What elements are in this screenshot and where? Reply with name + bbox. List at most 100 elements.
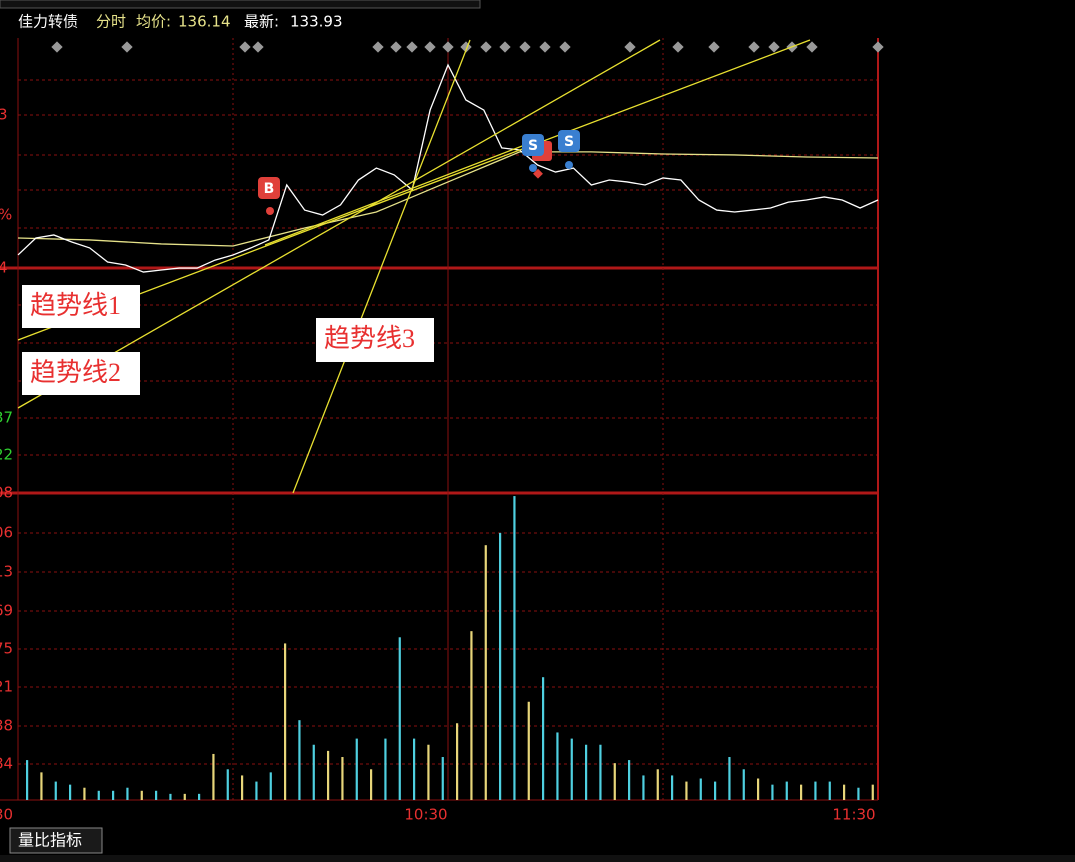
name: 佳力转债 xyxy=(18,13,78,31)
event-diamond xyxy=(539,41,551,53)
event-diamond xyxy=(806,41,818,53)
volume-bar xyxy=(413,738,416,800)
axis-label: 75 xyxy=(0,640,13,658)
volume-bar xyxy=(456,723,459,800)
volume-bar xyxy=(800,784,803,800)
axis-label: 21 xyxy=(0,678,13,696)
marker-label: S xyxy=(528,138,538,154)
average-line xyxy=(17,151,879,247)
volume-bar xyxy=(54,781,57,800)
event-diamond xyxy=(708,41,720,53)
volume-bar xyxy=(728,757,731,800)
volume-bar xyxy=(441,757,444,800)
volume-bar xyxy=(112,790,115,800)
mode: 分时 xyxy=(96,13,126,31)
event-diamond xyxy=(121,41,133,53)
axis-label: 69 xyxy=(0,602,13,620)
volume-bar xyxy=(69,784,72,800)
event-diamond xyxy=(424,41,436,53)
event-diamond xyxy=(239,41,251,53)
volume-bar xyxy=(40,772,43,800)
indicator-tab-label[interactable]: 量比指标 xyxy=(18,831,82,850)
marker-dot xyxy=(266,207,274,215)
event-diamond xyxy=(499,41,511,53)
event-diamond xyxy=(442,41,454,53)
volume-bar xyxy=(757,778,760,800)
volume-bar xyxy=(198,793,201,800)
volume-bar xyxy=(585,744,588,800)
volume-bar xyxy=(126,787,129,800)
tab-strip xyxy=(0,0,481,9)
event-diamond xyxy=(768,41,780,53)
label-box xyxy=(22,285,140,328)
marker-label: B xyxy=(264,181,275,197)
volume-bar xyxy=(527,701,530,800)
price-line xyxy=(17,63,879,273)
volume-bar xyxy=(355,738,358,800)
buy-marker xyxy=(258,177,280,199)
volume-bar xyxy=(843,784,846,800)
marker-label: S xyxy=(564,134,574,150)
time-label: 30 xyxy=(0,806,13,824)
volume-bar xyxy=(212,753,215,800)
volume-bar xyxy=(714,781,717,800)
volume-bar xyxy=(140,790,143,800)
event-diamond xyxy=(480,41,492,53)
volume-bar xyxy=(613,763,616,800)
event-diamond xyxy=(51,41,63,53)
axis-label: 13 xyxy=(0,563,13,581)
volume-bar xyxy=(771,784,774,800)
volume-bar xyxy=(484,545,487,800)
volume-bar xyxy=(83,787,86,800)
event-diamond xyxy=(406,41,418,53)
event-diamond xyxy=(672,41,684,53)
event-diamond xyxy=(872,41,884,53)
volume-bar xyxy=(155,790,158,800)
avg: 136.14 xyxy=(178,13,231,31)
label-box xyxy=(316,318,434,362)
volume-bar xyxy=(97,790,100,800)
sell-marker xyxy=(558,130,580,152)
volume-bar xyxy=(470,631,473,800)
volume-bar xyxy=(871,784,874,800)
axis-label: % xyxy=(0,206,12,224)
volume-bar xyxy=(742,769,745,800)
volume-bar xyxy=(671,775,674,800)
marker-dot xyxy=(533,168,543,179)
volume-bar xyxy=(298,720,301,800)
latest: 133.93 xyxy=(290,13,343,31)
annotation: 趋势线3 xyxy=(324,324,415,353)
volume-bar xyxy=(255,781,258,800)
volume-bar xyxy=(499,532,502,800)
indicator-tab[interactable] xyxy=(9,827,103,854)
marker-dot xyxy=(565,161,573,169)
event-diamond xyxy=(519,41,531,53)
axis-label: 4 xyxy=(0,259,8,277)
volume-bar xyxy=(513,496,516,800)
marker-dot xyxy=(529,164,537,172)
volume-bar xyxy=(427,744,430,800)
volume-bar xyxy=(169,793,172,800)
trend-line xyxy=(17,39,811,341)
volume-bar xyxy=(384,738,387,800)
label-box xyxy=(22,352,140,395)
event-diamond xyxy=(372,41,384,53)
volume-bar xyxy=(570,738,573,800)
sell-marker xyxy=(522,134,544,156)
volume-bar xyxy=(599,744,602,800)
volume-bar xyxy=(642,775,645,800)
axis-label: 37 xyxy=(0,409,13,427)
event-diamond xyxy=(390,41,402,53)
event-diamond xyxy=(559,41,571,53)
axis-label: 06 xyxy=(0,524,13,542)
volume-bar xyxy=(226,769,229,800)
volume-bar xyxy=(26,760,29,800)
volume-bar xyxy=(814,781,817,800)
axis-label: 84 xyxy=(0,755,13,773)
annotation: 趋势线1 xyxy=(30,291,121,320)
axis-label: 08 xyxy=(0,484,13,502)
annotation: 趋势线2 xyxy=(30,358,121,387)
volume-bar xyxy=(685,781,688,800)
